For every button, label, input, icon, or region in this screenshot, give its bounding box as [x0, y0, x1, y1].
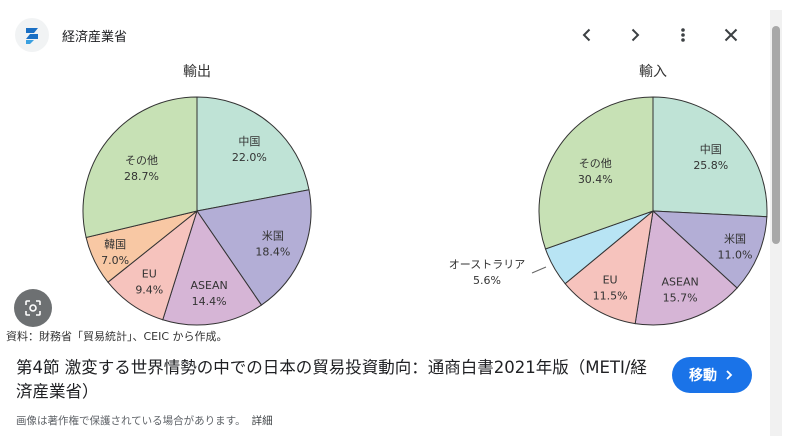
slice-value-label: 15.7% — [663, 292, 698, 305]
lens-icon — [25, 300, 41, 316]
slice-value-label: 22.0% — [232, 151, 267, 164]
pie-slice — [634, 210, 738, 326]
result-title[interactable]: 第4節 激変する世界情勢の中での日本の貿易投資動向：通商白書2021年版（MET… — [16, 358, 647, 401]
more-options-button[interactable] — [668, 20, 698, 50]
previous-button[interactable] — [572, 20, 602, 50]
goto-button[interactable]: 移動 — [672, 357, 752, 393]
close-icon — [724, 28, 738, 42]
pie-charts-figure: 輸出 輸入 中国 22.0% 米国 18.4% ASEAN 14.4% EU 9.4% 韓国 7.… — [6, 64, 768, 342]
pie-slice — [651, 210, 768, 289]
slice-category-label: オーストラリア — [449, 258, 525, 271]
pie-slice — [196, 189, 312, 306]
pie-slice — [82, 96, 198, 239]
slice-category-label: EU — [603, 273, 618, 286]
source-note: 資料：財務省「貿易統計」、CEIC から作成。 — [6, 329, 228, 342]
slice-value-label: 28.7% — [124, 170, 159, 183]
slice-category-label: ASEAN — [661, 276, 698, 289]
meti-logo-icon — [26, 28, 38, 44]
copyright-text: 画像は著作権で保護されている場合があります。 — [16, 415, 246, 427]
slice-value-label: 25.8% — [693, 159, 728, 172]
pie-slice — [564, 209, 654, 325]
chevron-right-icon — [726, 370, 733, 380]
slice-value-label: 11.5% — [593, 289, 628, 302]
slice-category-label: その他 — [579, 157, 612, 170]
slice-category-label: EU — [142, 268, 157, 281]
slice-category-label: 韓国 — [104, 238, 126, 251]
slice-value-label: 14.4% — [192, 295, 227, 308]
detail-link[interactable]: 詳細 — [251, 415, 273, 427]
chevron-left-icon — [582, 28, 591, 42]
preview-image[interactable]: 輸出 輸入 中国 22.0% 米国 18.4% ASEAN 14.4% EU 9.4% 韓国 7.… — [0, 58, 768, 342]
slice-value-label: 5.6% — [473, 274, 501, 287]
site-logo[interactable] — [15, 18, 49, 52]
next-button[interactable] — [620, 20, 650, 50]
pie-slice — [196, 96, 310, 212]
slice-value-label: 11.0% — [718, 248, 753, 261]
import-pie: 中国 25.8% 米国 11.0% ASEAN 15.7% EU 11.5% オーストラリア 5.… — [449, 96, 768, 326]
australia-leader-line — [531, 266, 547, 274]
slice-category-label: 中国 — [700, 143, 722, 156]
scrollbar-thumb[interactable] — [772, 26, 780, 244]
slice-value-label: 9.4% — [135, 284, 163, 297]
slice-category-label: 中国 — [238, 135, 260, 148]
chevron-right-icon — [631, 28, 640, 42]
export-chart-title: 輸出 — [183, 64, 211, 80]
export-pie: 中国 22.0% 米国 18.4% ASEAN 14.4% EU 9.4% 韓国 7.0% その他 2… — [82, 96, 312, 326]
slice-category-label: その他 — [125, 154, 158, 167]
copyright-notice: 画像は著作権で保護されている場合があります。 詳細 — [16, 413, 273, 428]
viewer-header: 経済産業省 — [0, 12, 768, 58]
site-name[interactable]: 経済産業省 — [62, 30, 128, 45]
lens-search-button[interactable] — [14, 289, 52, 327]
pie-slice — [162, 209, 263, 326]
slice-category-label: 米国 — [724, 232, 746, 245]
pie-slice — [538, 96, 654, 250]
slice-category-label: 米国 — [262, 229, 284, 242]
more-vert-icon — [681, 28, 685, 42]
pie-slice — [652, 96, 768, 218]
slice-value-label: 18.4% — [255, 245, 290, 258]
slice-category-label: ASEAN — [190, 279, 227, 292]
goto-button-label: 移動 — [689, 368, 717, 384]
close-button[interactable] — [716, 20, 746, 50]
slice-value-label: 30.4% — [578, 173, 613, 186]
import-chart-title: 輸入 — [639, 64, 667, 80]
slice-value-label: 7.0% — [101, 254, 129, 267]
